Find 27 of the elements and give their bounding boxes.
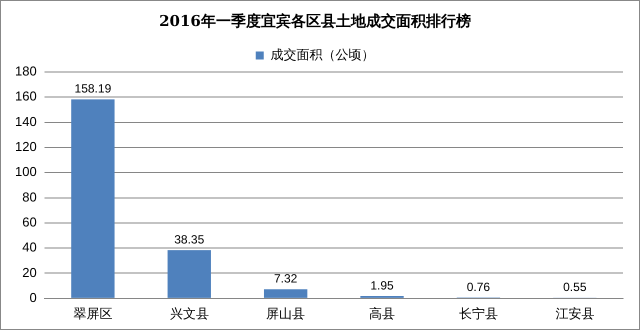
y-tick-label: 0 <box>29 290 37 305</box>
x-tick-label: 兴文县 <box>170 306 209 321</box>
y-tick-label: 40 <box>22 240 37 255</box>
y-tick-label: 20 <box>22 264 37 280</box>
data-label: 158.19 <box>74 82 112 96</box>
data-label: 7.32 <box>274 272 298 286</box>
y-tick-label: 80 <box>22 189 37 204</box>
y-tick-label: 160 <box>14 88 37 104</box>
x-tick-label: 屏山县 <box>266 306 306 321</box>
y-tick-label: 140 <box>14 114 37 129</box>
y-tick-label: 100 <box>14 164 37 180</box>
data-label: 0.55 <box>563 280 587 294</box>
y-tick-label: 120 <box>14 139 37 154</box>
bar <box>71 99 115 298</box>
chart-title: 2016年一季度宜宾各区县土地成交面积排行榜 <box>159 12 471 30</box>
y-tick-label: 60 <box>22 214 37 230</box>
data-label: 1.95 <box>370 278 394 292</box>
data-label: 0.76 <box>466 280 490 294</box>
y-tick-label: 180 <box>14 64 37 79</box>
x-tick-label: 高县 <box>369 306 396 321</box>
data-label: 38.35 <box>174 232 205 246</box>
bar <box>264 289 308 298</box>
x-tick-label: 长宁县 <box>458 306 498 321</box>
x-tick-label: 翠屏区 <box>73 306 112 321</box>
x-tick-label: 江安县 <box>555 306 594 321</box>
bar <box>168 250 211 298</box>
legend-label: 成交面积（公顷） <box>270 47 374 62</box>
